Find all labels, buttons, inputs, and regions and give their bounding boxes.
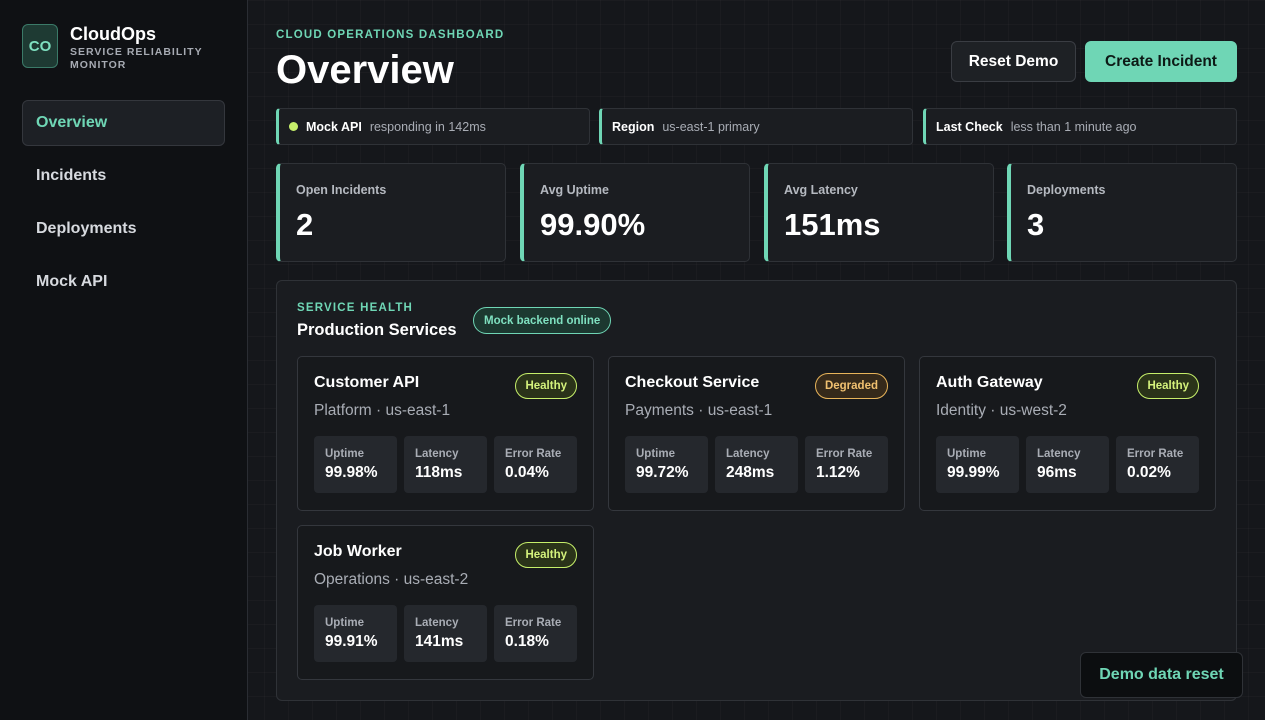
status-label: Mock API xyxy=(306,119,362,134)
service-meta: Payments · us-east-1 xyxy=(625,402,773,419)
panel-title: Production Services xyxy=(297,321,457,339)
service-card-job-worker[interactable]: Job Worker Operations · us-east-2 Health… xyxy=(297,525,594,680)
metric-label: Latency xyxy=(415,617,459,629)
sidebar: CO CloudOps SERVICE RELIABILITY MONITOR … xyxy=(0,0,248,720)
kpi-avg-uptime: Avg Uptime 99.90% xyxy=(520,163,750,262)
metric-value: 96ms xyxy=(1037,464,1077,481)
toast-notification[interactable]: Demo data reset xyxy=(1080,652,1243,698)
status-badge: Degraded xyxy=(814,373,888,399)
metric-uptime: Uptime 99.72% xyxy=(625,436,708,493)
metric-label: Error Rate xyxy=(505,617,562,629)
brand: CO CloudOps SERVICE RELIABILITY MONITOR xyxy=(22,24,220,72)
service-name: Auth Gateway xyxy=(936,374,1043,391)
metric-value: 0.02% xyxy=(1127,464,1171,481)
metric-label: Uptime xyxy=(325,617,364,629)
service-card-checkout-service[interactable]: Checkout Service Payments · us-east-1 De… xyxy=(608,356,905,511)
metric-label: Error Rate xyxy=(816,448,873,460)
metric-value: 248ms xyxy=(726,464,775,481)
metric-label: Error Rate xyxy=(505,448,562,460)
status-region: Region us-east-1 primary xyxy=(599,108,913,145)
metric-label: Uptime xyxy=(325,448,364,460)
metric-value: 99.99% xyxy=(947,464,1000,481)
metric-value: 1.12% xyxy=(816,464,860,481)
metric-label: Uptime xyxy=(947,448,986,460)
metric-value: 99.98% xyxy=(325,464,378,481)
kpi-open-incidents: Open Incidents 2 xyxy=(276,163,506,262)
metric-value: 99.72% xyxy=(636,464,689,481)
status-value: us-east-1 primary xyxy=(662,119,760,134)
metric-latency: Latency 118ms xyxy=(404,436,487,493)
status-badge: Healthy xyxy=(515,542,577,568)
metric-label: Latency xyxy=(1037,448,1081,460)
page-eyebrow: CLOUD OPERATIONS DASHBOARD xyxy=(276,29,505,41)
status-badge: Healthy xyxy=(515,373,577,399)
metric-error-rate: Error Rate 0.18% xyxy=(494,605,577,662)
kpi-value: 99.90% xyxy=(540,207,646,242)
metric-value: 0.18% xyxy=(505,633,549,650)
service-meta: Platform · us-east-1 xyxy=(314,402,451,419)
kpi-label: Deployments xyxy=(1027,183,1106,197)
sidebar-item-deployments[interactable]: Deployments xyxy=(36,220,137,237)
metric-error-rate: Error Rate 0.04% xyxy=(494,436,577,493)
metric-uptime: Uptime 99.91% xyxy=(314,605,397,662)
service-health-panel: SERVICE HEALTH Production Services Mock … xyxy=(276,280,1237,701)
service-card-auth-gateway[interactable]: Auth Gateway Identity · us-west-2 Health… xyxy=(919,356,1216,511)
brand-text: CloudOps SERVICE RELIABILITY MONITOR xyxy=(70,24,220,72)
kpi-value: 151ms xyxy=(784,207,881,242)
kpi-avg-latency: Avg Latency 151ms xyxy=(764,163,994,262)
service-meta: Operations · us-east-2 xyxy=(314,571,469,588)
kpi-label: Avg Latency xyxy=(784,183,858,197)
create-incident-button[interactable]: Create Incident xyxy=(1085,41,1237,82)
kpi-row: Open Incidents 2 Avg Uptime 99.90% Avg L… xyxy=(276,163,1237,262)
service-meta: Identity · us-west-2 xyxy=(936,402,1067,419)
status-value: less than 1 minute ago xyxy=(1010,119,1137,134)
status-dot-icon xyxy=(289,122,298,131)
metric-latency: Latency 96ms xyxy=(1026,436,1109,493)
service-card-customer-api[interactable]: Customer API Platform · us-east-1 Health… xyxy=(297,356,594,511)
kpi-deployments: Deployments 3 xyxy=(1007,163,1237,262)
service-name: Customer API xyxy=(314,374,420,391)
metric-label: Latency xyxy=(415,448,459,460)
reset-demo-button[interactable]: Reset Demo xyxy=(951,41,1076,82)
backend-status-badge: Mock backend online xyxy=(473,307,612,334)
service-name: Job Worker xyxy=(314,543,402,560)
status-last-check: Last Check less than 1 minute ago xyxy=(923,108,1237,145)
metric-latency: Latency 248ms xyxy=(715,436,798,493)
metric-uptime: Uptime 99.99% xyxy=(936,436,1019,493)
brand-subtitle: SERVICE RELIABILITY MONITOR xyxy=(70,46,203,71)
status-mock-api: Mock API responding in 142ms xyxy=(276,108,590,145)
sidebar-item-mock-api[interactable]: Mock API xyxy=(36,273,108,290)
metric-error-rate: Error Rate 0.02% xyxy=(1116,436,1199,493)
sidebar-nav: Overview Incidents Deployments Mock API xyxy=(22,100,225,312)
kpi-label: Avg Uptime xyxy=(540,183,609,197)
metric-value: 141ms xyxy=(415,633,464,650)
service-name: Checkout Service xyxy=(625,374,760,391)
kpi-value: 2 xyxy=(296,207,314,242)
status-value: responding in 142ms xyxy=(369,119,486,134)
kpi-label: Open Incidents xyxy=(296,183,387,197)
status-row: Mock API responding in 142ms Region us-e… xyxy=(276,108,1237,145)
page-title: Overview xyxy=(276,48,454,92)
metric-error-rate: Error Rate 1.12% xyxy=(805,436,888,493)
metric-value: 0.04% xyxy=(505,464,549,481)
status-label: Region xyxy=(612,119,655,134)
brand-name: CloudOps xyxy=(70,24,156,44)
metric-value: 99.91% xyxy=(325,633,378,650)
brand-logo: CO xyxy=(22,24,58,68)
metric-label: Error Rate xyxy=(1127,448,1184,460)
metric-value: 118ms xyxy=(415,464,463,481)
sidebar-item-incidents[interactable]: Incidents xyxy=(36,167,107,184)
kpi-value: 3 xyxy=(1027,207,1045,242)
metric-label: Uptime xyxy=(636,448,675,460)
status-label: Last Check xyxy=(936,119,1003,134)
metric-latency: Latency 141ms xyxy=(404,605,487,662)
status-badge: Healthy xyxy=(1137,373,1199,399)
panel-eyebrow: SERVICE HEALTH xyxy=(297,302,414,314)
sidebar-item-overview[interactable]: Overview xyxy=(22,100,225,146)
metric-label: Latency xyxy=(726,448,770,460)
metric-uptime: Uptime 99.98% xyxy=(314,436,397,493)
